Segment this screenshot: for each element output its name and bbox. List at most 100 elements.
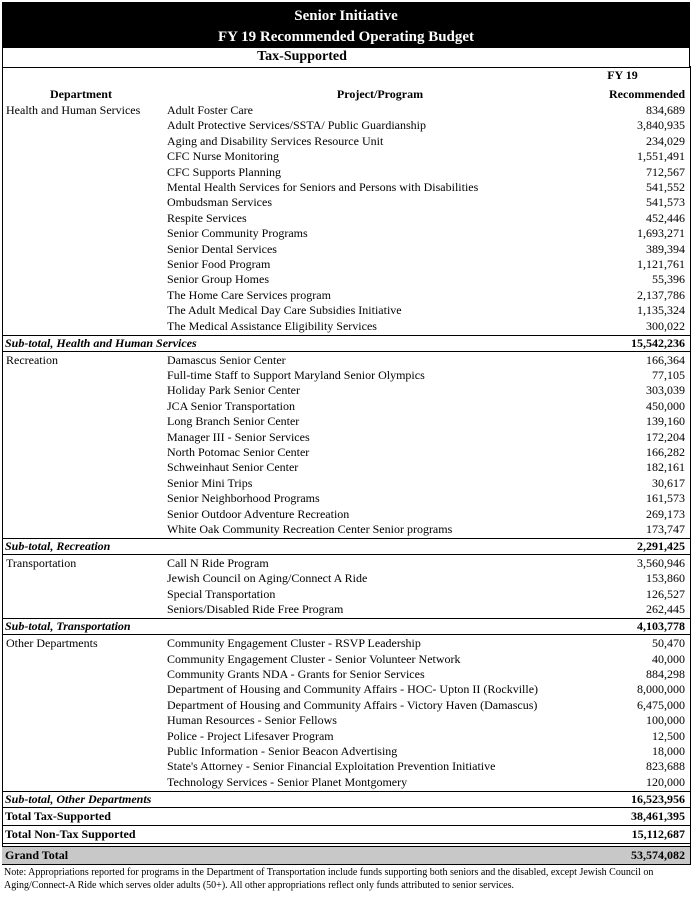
program: Call N Ride Program [167,556,269,570]
program: North Potomac Senior Center [167,445,310,459]
amount: 300,022 [646,318,685,333]
section-bar [2,47,690,68]
program: Long Branch Senior Center [167,414,300,429]
program: Full-time Staff to Support Maryland Seni… [167,368,425,382]
department: Transportation [6,556,77,570]
program: Senior Food Program [167,257,271,271]
amount: 712,567 [646,164,685,179]
note: Note: Appropriations reported for progra… [4,867,654,891]
rule [2,618,690,620]
program: Senior Group Homes [167,272,269,287]
program: White Oak Community Recreation Center Se… [167,522,453,536]
program: State's Attorney - Senior Financial Expl… [167,759,496,774]
subtitle: FY 19 Recommended Operating Budget [217,29,475,45]
rule [2,807,690,808]
department: Health and Human Services [6,103,141,117]
program: Mental Health Services for Seniors and P… [167,180,479,194]
amount: 166,364 [646,352,685,367]
amount: 262,445 [646,602,685,617]
amount: 389,394 [646,241,685,256]
program: Senior Community Programs [167,226,308,241]
amount: 269,173 [646,506,685,521]
rule [2,554,690,555]
program: CFC Nurse Monitoring [167,149,280,164]
program: CFC Supports Planning [167,164,282,179]
amount: 161,573 [646,491,685,506]
amount: 1,121,761 [637,257,685,271]
rule [2,825,690,826]
amount: 120,000 [646,774,685,789]
amount: 541,552 [646,180,685,194]
program: Department of Housing and Community Affa… [167,697,538,712]
program: Senior Neighborhood Programs [167,491,320,506]
rule [2,334,690,336]
amount: 182,161 [646,460,685,475]
amount: 2,137,786 [637,287,685,302]
program: Human Resources - Senior Fellows [167,713,337,728]
col-amount: Recommended [609,87,685,101]
amount: 30,617 [652,475,685,490]
rule [2,634,690,636]
total-amount: 15,112,687 [631,827,685,841]
grand-total-bg [2,846,690,864]
total-label: Grand Total [5,848,69,862]
amount: 173,747 [646,522,685,536]
col-program: Project/Program [336,87,424,101]
amount: 126,527 [646,586,685,601]
subtotal-amount: 15,542,236 [631,335,685,350]
amount: 12,500 [652,728,685,743]
amount: 50,470 [652,636,685,651]
program: Public Information - Senior Beacon Adver… [167,744,398,758]
program: Damascus Senior Center [167,352,286,367]
rule [2,350,690,352]
program: Seniors/Disabled Ride Free Program [167,602,344,617]
program: Senior Mini Trips [167,475,253,490]
amount: 153,860 [646,571,685,586]
amount: 18,000 [652,744,685,758]
amount: 3,840,935 [637,118,685,133]
program: Manager III - Senior Services [167,429,310,444]
rule [2,843,690,844]
total-label: Total Tax-Supported [5,809,111,823]
program: Police - Project Lifesaver Program [167,728,334,743]
amount: 40,000 [652,651,685,666]
title: Senior Initiative [294,8,398,24]
rule [2,538,690,539]
amount: 1,135,324 [637,303,685,318]
department: Other Departments [6,636,98,651]
amount: 3,560,946 [637,556,685,570]
program: Adult Protective Services/SSTA/ Public G… [167,118,427,133]
col-department: Department [50,87,112,101]
program: Holiday Park Senior Center [167,383,300,398]
frame [2,66,691,865]
program: Aging and Disability Services Resource U… [167,133,384,148]
program: Ombudsman Services [167,195,272,210]
subtotal-amount: 4,103,778 [637,619,685,634]
program: JCA Senior Transportation [167,398,296,413]
amount: 541,573 [646,195,685,210]
program: Schweinhaut Senior Center [167,460,299,475]
amount: 823,688 [646,759,685,774]
program: Senior Outdoor Adventure Recreation [167,506,350,521]
subtotal-label: Sub-total, Health and Human Services [5,335,197,350]
amount: 1,693,271 [637,226,685,241]
rule [2,864,690,865]
amount: 55,396 [652,272,685,287]
rule [2,790,690,792]
col-amount: FY 19 [607,68,638,82]
total-amount: 38,461,395 [631,809,685,823]
program: Adult Foster Care [167,103,253,117]
amount: 303,039 [646,383,685,398]
subtotal-amount: 2,291,425 [637,539,685,553]
program: Community Engagement Cluster - Senior Vo… [167,651,461,666]
section-title: Tax-Supported [257,49,347,64]
amount: 166,282 [646,445,685,459]
total-amount: 53,574,082 [631,848,685,862]
amount: 450,000 [646,398,685,413]
program: The Adult Medical Day Care Subsidies Ini… [167,303,402,318]
amount: 1,551,491 [637,149,685,164]
amount: 452,446 [646,210,685,225]
amount: 77,105 [652,368,685,382]
program: Special Transportation [167,586,276,601]
